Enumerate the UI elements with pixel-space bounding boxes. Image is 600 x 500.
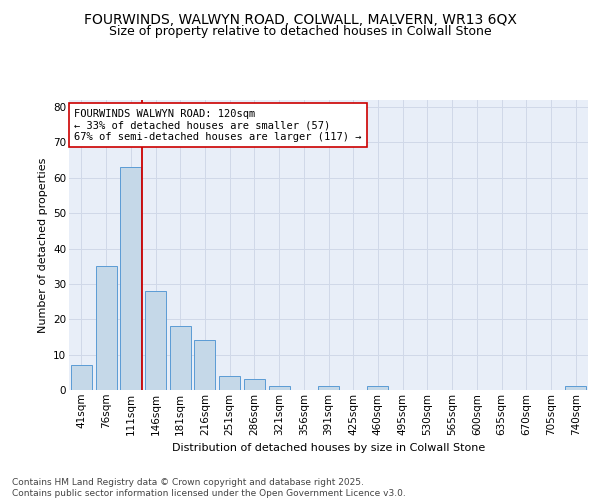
Bar [120, 167, 141, 390]
Text: FOURWINDS WALWYN ROAD: 120sqm
← 33% of detached houses are smaller (57)
67% of s: FOURWINDS WALWYN ROAD: 120sqm ← 33% of d… [74, 108, 362, 142]
Bar [269, 386, 290, 390]
Bar [318, 386, 339, 390]
X-axis label: Distribution of detached houses by size in Colwall Stone: Distribution of detached houses by size … [172, 443, 485, 453]
Bar [170, 326, 191, 390]
Bar [219, 376, 240, 390]
Bar [95, 266, 116, 390]
Y-axis label: Number of detached properties: Number of detached properties [38, 158, 47, 332]
Text: FOURWINDS, WALWYN ROAD, COLWALL, MALVERN, WR13 6QX: FOURWINDS, WALWYN ROAD, COLWALL, MALVERN… [83, 12, 517, 26]
Text: Size of property relative to detached houses in Colwall Stone: Size of property relative to detached ho… [109, 25, 491, 38]
Bar [565, 386, 586, 390]
Text: Contains HM Land Registry data © Crown copyright and database right 2025.
Contai: Contains HM Land Registry data © Crown c… [12, 478, 406, 498]
Bar [194, 340, 215, 390]
Bar [367, 386, 388, 390]
Bar [145, 291, 166, 390]
Bar [71, 365, 92, 390]
Bar [244, 380, 265, 390]
